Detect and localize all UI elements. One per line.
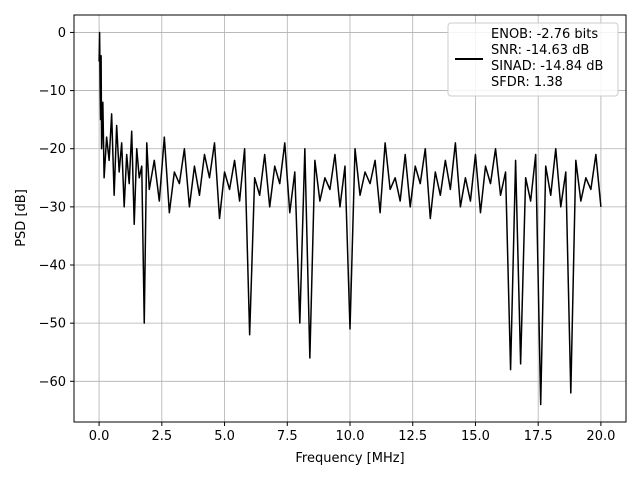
x-tick-label: 5.0 <box>214 429 235 444</box>
y-tick-label: −40 <box>39 259 66 274</box>
x-tick-label: 12.5 <box>398 429 427 444</box>
y-tick-label: −60 <box>39 375 66 390</box>
legend-label-line: SNR: -14.63 dB <box>491 43 589 58</box>
y-tick-label: −20 <box>39 142 66 157</box>
y-tick-label: 0 <box>58 26 66 41</box>
legend-box <box>447 22 619 97</box>
x-axis-ticks: 0.0 2.5 5.0 7.5 10.0 12.5 15.0 17.5 20.0 <box>89 422 615 444</box>
y-axis-ticks: 0 −10 −20 −30 −40 −50 −60 <box>39 26 74 390</box>
y-axis-label: PSD [dB] <box>14 189 29 247</box>
legend-label-line: SFDR: 1.38 <box>491 75 563 90</box>
y-tick-label: −50 <box>39 317 66 332</box>
y-tick-label: −10 <box>39 84 66 99</box>
x-tick-label: 0.0 <box>89 429 110 444</box>
x-tick-label: 15.0 <box>461 429 490 444</box>
y-tick-label: −30 <box>39 200 66 215</box>
legend-label-line: ENOB: -2.76 bits <box>491 27 598 42</box>
x-tick-label: 10.0 <box>336 429 365 444</box>
x-tick-label: 7.5 <box>277 429 298 444</box>
x-tick-label: 2.5 <box>151 429 172 444</box>
x-axis-label: Frequency [MHz] <box>295 451 404 466</box>
series-layer <box>98 31 602 406</box>
x-tick-label: 17.5 <box>524 429 553 444</box>
legend-label-line: SINAD: -14.84 dB <box>491 59 603 74</box>
x-tick-label: 20.0 <box>586 429 615 444</box>
psd-series-line <box>98 31 602 406</box>
